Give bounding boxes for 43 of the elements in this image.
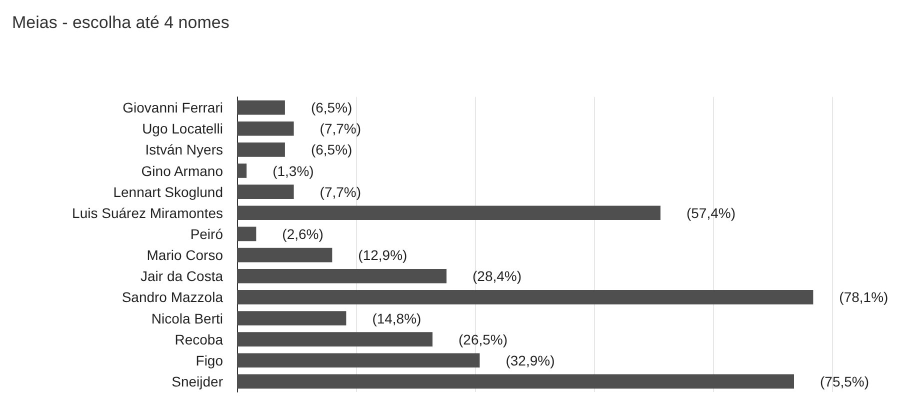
chart-title: Meias - escolha até 4 nomes [12,13,230,32]
y-tick-label: Giovanni Ferrari [122,100,223,116]
data-label: (57,4%) [686,204,736,221]
data-label: (1,3%) [272,162,314,179]
y-tick-label: István Nyers [145,142,223,158]
y-tick-label: Mario Corso [146,247,224,264]
y-tick-label: Recoba [174,331,224,348]
data-label: (28,4%) [472,268,522,284]
bar [237,121,294,136]
data-label: (14,8%) [372,310,422,326]
y-tick-label: Nicola Berti [151,310,223,326]
bar [237,268,447,284]
y-tick-label: Sandro Mazzola [122,289,224,306]
y-tick-label: Sneijder [172,373,224,390]
bar [237,311,346,326]
data-label: (32,9%) [506,352,555,368]
y-tick-label: Luis Suárez Miramontes [72,204,223,221]
bar [237,374,794,389]
bar [237,332,433,346]
bar [237,184,294,199]
y-tick-label: Lennart Skoglund [113,184,223,200]
data-label: (78,1%) [839,289,888,306]
data-label: (6,5%) [310,100,352,116]
y-tick-label: Peiró [190,226,224,242]
bar [237,226,256,242]
y-tick-label: Jair da Costa [140,268,224,284]
data-label: (26,5%) [458,331,508,348]
bar [237,164,247,178]
y-tick-label: Figo [196,352,224,368]
bar [237,290,814,304]
bar [237,353,480,368]
data-label: (2,6%) [282,226,324,242]
data-label: (6,5%) [310,142,352,158]
bar [237,206,660,220]
bar [237,248,332,262]
bar [237,142,285,157]
data-label: (7,7%) [320,120,362,137]
data-label: (12,9%) [358,247,408,264]
y-tick-label: Gino Armano [141,162,224,179]
y-tick-label: Ugo Locatelli [142,120,223,137]
data-label: (7,7%) [320,184,362,200]
bar [237,100,285,115]
data-label: (75,5%) [820,373,870,390]
